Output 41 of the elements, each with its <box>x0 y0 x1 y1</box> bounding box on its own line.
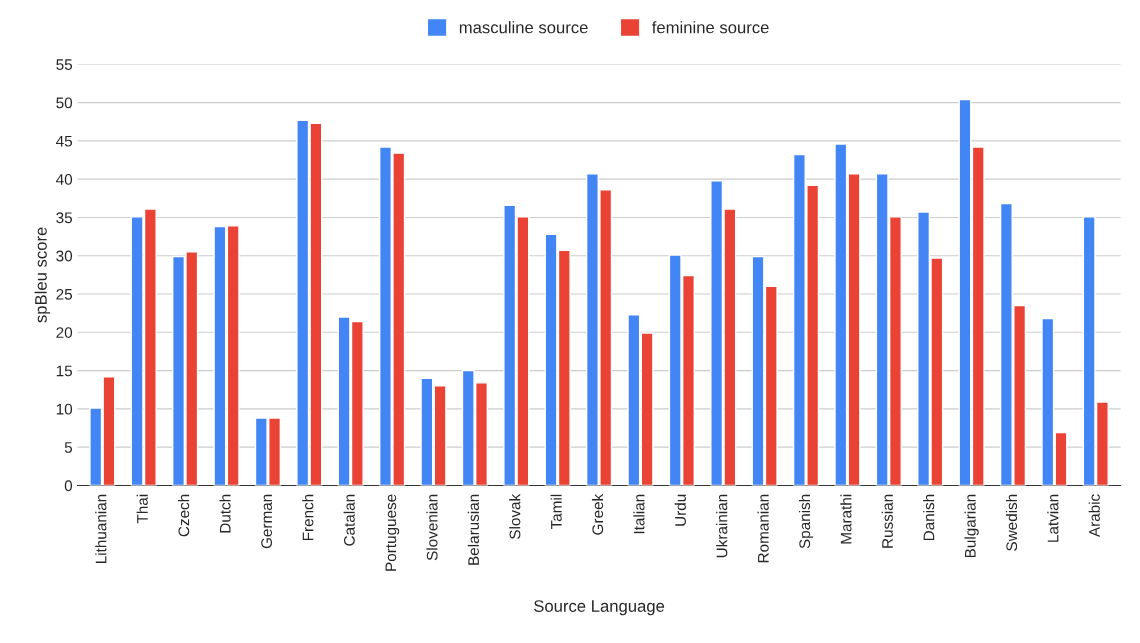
x-tick-label: Czech <box>178 494 190 537</box>
x-tick-label: Lithuanian <box>95 494 107 564</box>
x-tick-label: Romanian <box>757 494 769 563</box>
x-tick-label: Dutch <box>219 494 231 533</box>
y-tick-label: 30 <box>56 250 73 262</box>
y-tick-label: 0 <box>64 480 73 492</box>
x-tick-label: Belarusian <box>467 494 479 565</box>
x-tick-label: Greek <box>591 493 604 535</box>
x-tick-label: Latvian <box>1047 494 1059 542</box>
y-tick-label: 20 <box>56 327 73 338</box>
y-tick-label: 45 <box>56 135 73 147</box>
y-tick-label: 40 <box>56 174 73 185</box>
x-tick-label: Italian <box>633 494 645 534</box>
y-tick-label: 50 <box>56 97 73 109</box>
x-tick-label: Spanish <box>798 494 814 549</box>
legend-label: masculine source <box>459 21 588 34</box>
x-tick-label: French <box>302 494 314 541</box>
y-axis-title: spBleu score <box>34 227 51 323</box>
x-tick-label: Marathi <box>840 494 852 544</box>
x-tick-label: Ukrainian <box>716 494 728 558</box>
x-tick-label: Slovak <box>509 493 521 539</box>
y-tick-label: 10 <box>56 403 73 415</box>
y-tick-label: 35 <box>56 212 73 224</box>
x-tick-label: Slovenian <box>426 494 438 561</box>
y-tick-label: 5 <box>64 442 73 453</box>
x-tick-label: Swedish <box>1005 494 1018 551</box>
x-tick-label: Thai <box>136 494 148 524</box>
legend-label: feminine source <box>651 21 769 34</box>
x-tick-label: Arabic <box>1088 494 1100 538</box>
y-tick-label: 25 <box>56 288 73 300</box>
x-axis-title: Source Language <box>534 600 665 616</box>
x-tick-label: Russian <box>881 494 893 548</box>
y-tick-label: 55 <box>56 59 73 70</box>
y-tick-label: 15 <box>56 365 73 377</box>
x-tick-label: German <box>261 494 273 549</box>
x-tick-label: Portuguese <box>385 494 400 571</box>
x-tick-label: Catalan <box>343 494 355 546</box>
x-tick-label: Bulgarian <box>964 494 979 558</box>
x-tick-label: Tamil <box>550 494 562 530</box>
x-tick-label: Danish <box>923 494 935 541</box>
x-tick-label: Urdu <box>674 494 686 526</box>
